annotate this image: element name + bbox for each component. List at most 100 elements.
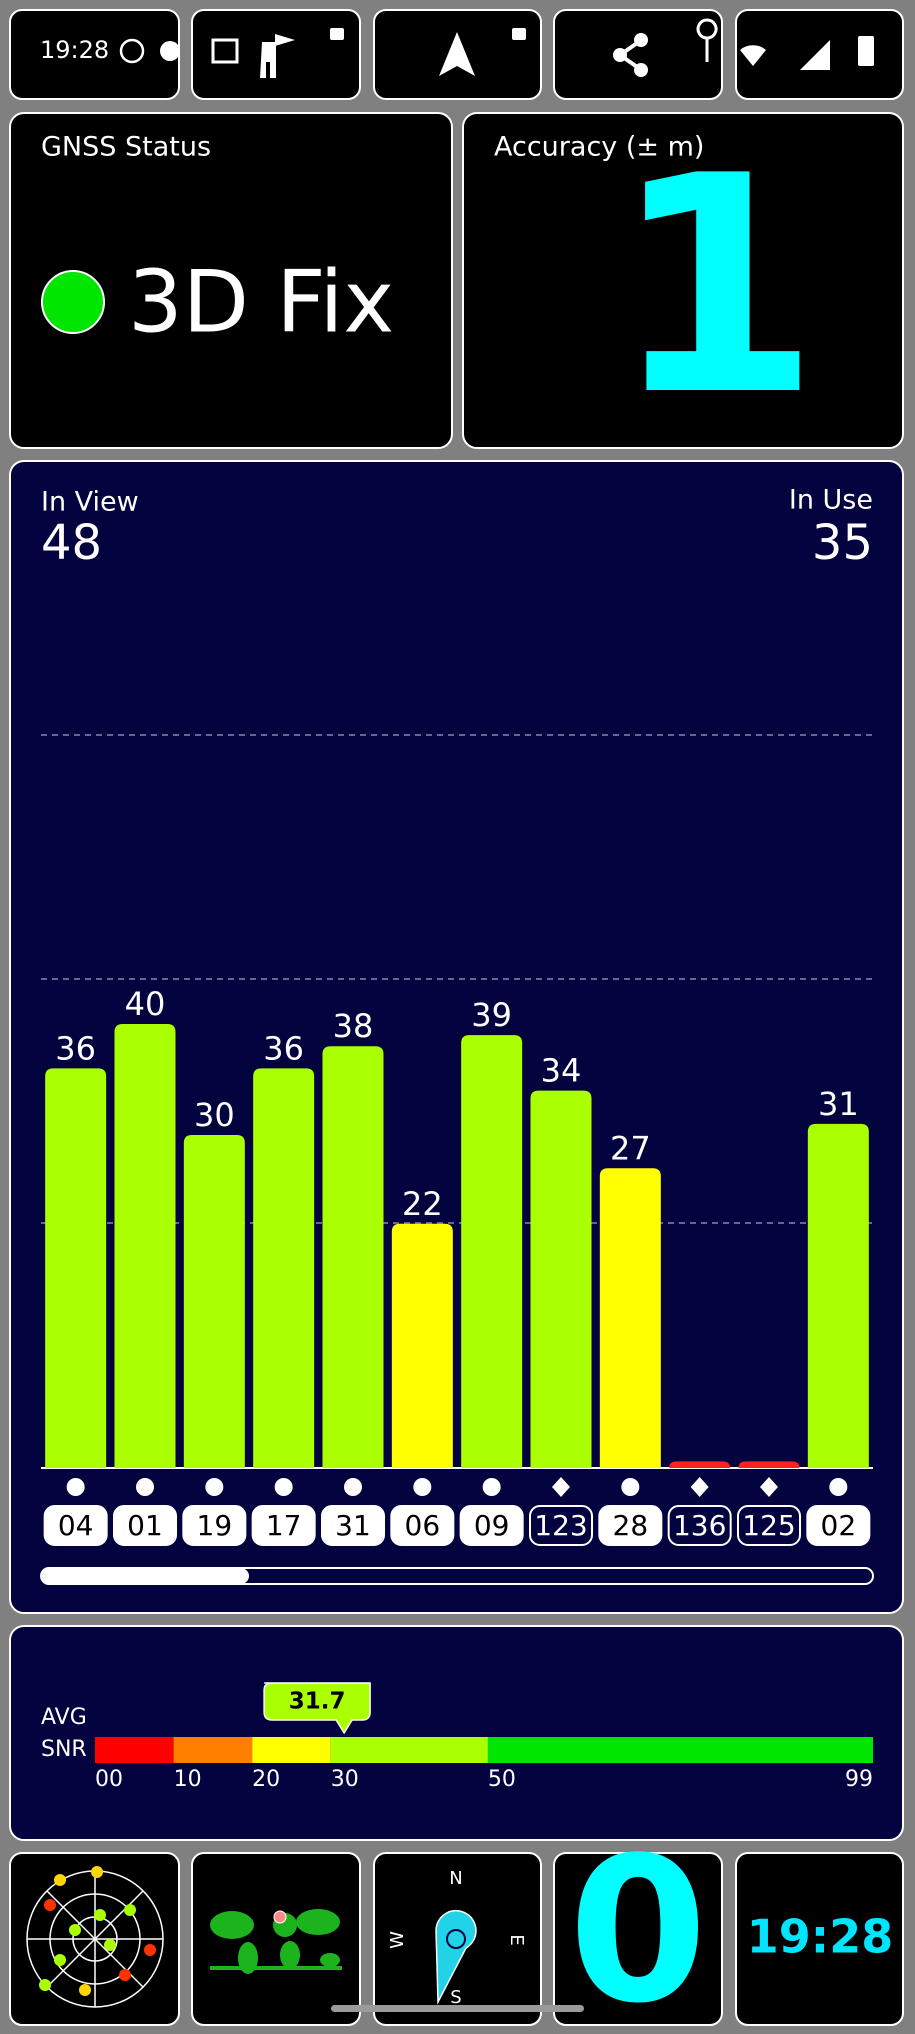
prn-box bbox=[182, 1505, 247, 1546]
prn-box bbox=[113, 1505, 177, 1546]
snr-tick-label: 20 bbox=[252, 1767, 280, 1792]
bar bbox=[183, 1135, 245, 1468]
prn-box bbox=[251, 1505, 316, 1546]
used-marker bbox=[205, 1478, 224, 1496]
share-icon-dot bbox=[634, 33, 648, 47]
compass-east: E bbox=[506, 1934, 527, 1945]
map-tile[interactable] bbox=[191, 1852, 361, 2026]
snr-tick-label: 50 bbox=[488, 1767, 516, 1792]
bar bbox=[322, 1046, 384, 1468]
value-label: 30 bbox=[194, 1096, 235, 1134]
prn-label: 125 bbox=[742, 1509, 795, 1542]
used-marker bbox=[344, 1478, 362, 1496]
snr-tick-label: 00 bbox=[95, 1767, 123, 1792]
prn-label: 19 bbox=[197, 1509, 233, 1542]
prn-box bbox=[459, 1505, 524, 1546]
map-position bbox=[273, 1910, 287, 1924]
clock-tile[interactable] bbox=[735, 1852, 904, 2026]
prn-box bbox=[806, 1505, 871, 1546]
prn-label: 04 bbox=[58, 1509, 94, 1542]
used-marker bbox=[482, 1478, 501, 1496]
snr-tick-label: 99 bbox=[845, 1767, 873, 1792]
in-view-value: 48 bbox=[41, 515, 102, 571]
bar bbox=[461, 1035, 523, 1468]
snr-label-bottom: SNR bbox=[41, 1737, 87, 1762]
prn-label: 28 bbox=[613, 1509, 649, 1542]
snr-label-top: AVG bbox=[41, 1705, 87, 1730]
used-marker bbox=[66, 1478, 85, 1496]
status-tile bbox=[553, 9, 723, 100]
in-use-label: In Use bbox=[789, 485, 873, 516]
share-icon-dot bbox=[613, 48, 627, 62]
used-marker bbox=[621, 1478, 640, 1496]
gnss-panel bbox=[9, 112, 453, 449]
signal-icon bbox=[800, 40, 830, 70]
snr-tick-label: 10 bbox=[174, 1767, 202, 1792]
fix-indicator bbox=[41, 270, 105, 334]
snr-segment bbox=[330, 1737, 488, 1763]
gnss-title: GNSS Status bbox=[41, 132, 211, 163]
prn-box bbox=[321, 1505, 385, 1546]
snr-segment bbox=[95, 1737, 174, 1763]
world-map bbox=[210, 1909, 342, 1974]
navigation-icon bbox=[439, 32, 475, 76]
lock-icon bbox=[512, 28, 526, 40]
fix-status: 3D Fix bbox=[128, 252, 394, 352]
value-label: 22 bbox=[402, 1185, 443, 1223]
value-label: 34 bbox=[541, 1052, 582, 1090]
used-marker bbox=[274, 1478, 293, 1496]
bar bbox=[738, 1461, 800, 1468]
unused-marker bbox=[760, 1477, 778, 1497]
moto-icon bbox=[160, 41, 180, 61]
used-marker bbox=[829, 1478, 848, 1496]
value-label: 38 bbox=[333, 1007, 374, 1045]
bar bbox=[391, 1223, 453, 1468]
prn-label: 31 bbox=[335, 1509, 371, 1542]
snr-average-pointer bbox=[263, 1682, 371, 1735]
bar bbox=[530, 1090, 592, 1468]
prn-label: 123 bbox=[534, 1509, 587, 1542]
info-icon bbox=[119, 38, 145, 64]
guide-icon bbox=[260, 34, 295, 78]
prn-box bbox=[529, 1505, 593, 1546]
bar bbox=[669, 1461, 731, 1468]
sky-plot-satellites bbox=[39, 1866, 156, 1996]
prn-box bbox=[43, 1505, 108, 1546]
speed-value: 0 bbox=[568, 1815, 707, 2034]
snr-segment bbox=[487, 1737, 873, 1763]
value-label: 36 bbox=[263, 1029, 304, 1067]
prn-box bbox=[667, 1505, 732, 1546]
prn-box bbox=[598, 1505, 663, 1546]
bar bbox=[45, 1068, 107, 1468]
value-label: 27 bbox=[610, 1129, 651, 1167]
prn-label: 09 bbox=[474, 1509, 510, 1542]
used-marker bbox=[413, 1478, 432, 1496]
compass-needle bbox=[435, 1910, 477, 2005]
unused-marker bbox=[690, 1477, 709, 1497]
unused-marker bbox=[552, 1477, 570, 1497]
prn-label: 06 bbox=[405, 1509, 441, 1542]
prn-label: 17 bbox=[266, 1509, 302, 1542]
scrollbar-thumb[interactable] bbox=[41, 1568, 249, 1584]
snr-panel bbox=[9, 1625, 904, 1841]
value-label: 36 bbox=[55, 1029, 96, 1067]
snr-tick-label: 30 bbox=[331, 1767, 359, 1792]
compass-north: N bbox=[449, 1868, 462, 1889]
bar bbox=[807, 1123, 869, 1468]
bar bbox=[114, 1024, 176, 1468]
value-label: 31 bbox=[818, 1085, 859, 1123]
compass-hub bbox=[446, 1929, 466, 1949]
bar bbox=[599, 1168, 661, 1468]
prn-label: 01 bbox=[127, 1509, 163, 1542]
prn-label: 136 bbox=[673, 1509, 726, 1542]
share-icon-dot bbox=[634, 63, 648, 77]
in-use-value: 35 bbox=[812, 515, 873, 571]
prn-label: 02 bbox=[821, 1509, 857, 1542]
clock: 19:28 bbox=[747, 1910, 893, 1964]
battery-icon bbox=[858, 36, 874, 66]
wifi-icon bbox=[740, 45, 766, 66]
home-indicator[interactable] bbox=[331, 2005, 584, 2012]
compass-south: S bbox=[450, 1987, 461, 2008]
speed-tile[interactable] bbox=[553, 1852, 723, 2026]
